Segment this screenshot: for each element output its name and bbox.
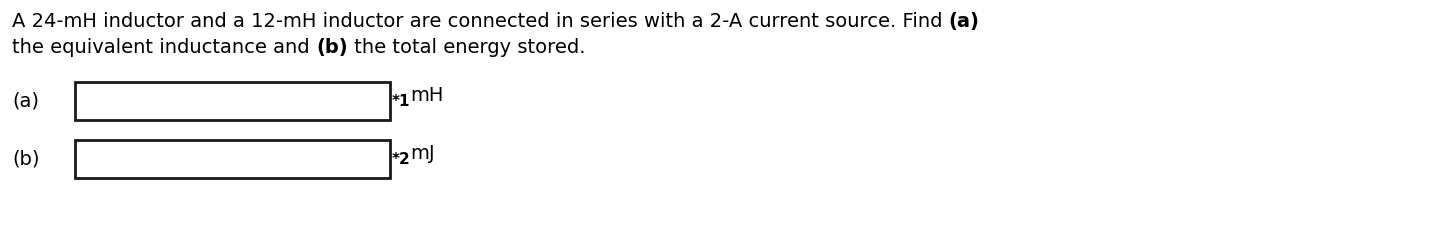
Text: the total energy stored.: the total energy stored. <box>347 38 585 57</box>
Text: A 24-mH inductor and a 12-mH inductor are connected in series with a 2-A current: A 24-mH inductor and a 12-mH inductor ar… <box>11 12 949 31</box>
Text: mJ: mJ <box>410 144 435 163</box>
Text: (b): (b) <box>315 38 347 57</box>
Text: (a): (a) <box>949 12 979 31</box>
Bar <box>75 82 390 120</box>
Bar <box>75 140 390 178</box>
Text: *1: *1 <box>391 94 410 108</box>
Text: mH: mH <box>410 86 443 105</box>
Text: (b): (b) <box>11 150 40 169</box>
Text: *2: *2 <box>391 152 410 166</box>
Text: the equivalent inductance and: the equivalent inductance and <box>11 38 315 57</box>
Text: (a): (a) <box>11 92 39 110</box>
